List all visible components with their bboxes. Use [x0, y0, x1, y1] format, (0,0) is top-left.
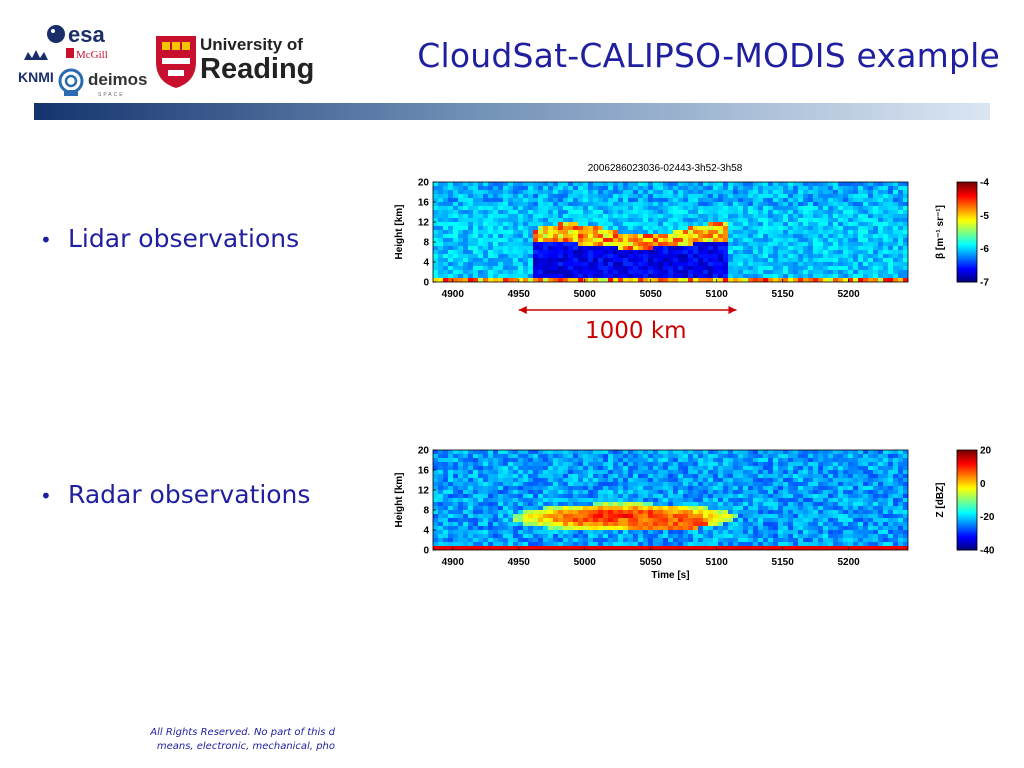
- x-tick-label: 5000: [574, 557, 597, 568]
- y-axis-label: Height [km]: [394, 473, 405, 528]
- x-axis-label: Time [s]: [651, 570, 689, 581]
- mcgill-logo: McGill: [66, 48, 108, 61]
- deimos-logo-text: deimos: [88, 70, 148, 89]
- plot-frame: [432, 181, 909, 283]
- colorbar-tick-label: -7: [980, 278, 989, 289]
- y-tick-label: 4: [423, 526, 429, 537]
- reading-logo-line1: University of: [200, 35, 303, 54]
- x-tick-label: 5050: [640, 557, 663, 568]
- x-tick-label: 5150: [772, 557, 795, 568]
- reading-logo-line2: Reading: [200, 53, 314, 85]
- arrow-right-icon: [728, 306, 737, 314]
- esa-logo-text: esa: [68, 22, 105, 47]
- esa-logo: esa: [47, 22, 105, 47]
- colorbar-tick-label: -5: [980, 211, 989, 222]
- y-tick-label: 8: [423, 238, 429, 249]
- y-tick-label: 12: [418, 486, 430, 497]
- lidar-chart: 20 16 12 8 4 0 4900 4950 5000 5050 5100 5150 5200 Hei…: [394, 178, 989, 314]
- knmi-logo-text: KNMI: [18, 69, 54, 85]
- lidar-plot-title: 2006286023036-02443-3h52-3h58: [587, 163, 743, 174]
- y-tick-label: 20: [418, 446, 430, 457]
- x-tick-label: 5100: [706, 289, 729, 300]
- y-tick-label: 0: [423, 546, 429, 557]
- bullet-lidar: • Lidar observations: [40, 224, 299, 253]
- colorbar-tick-label: -20: [980, 512, 995, 523]
- university-of-reading-logo: University of Reading: [154, 28, 314, 90]
- y-tick-label: 16: [418, 466, 430, 477]
- colorbar-tick-label: -6: [980, 244, 989, 255]
- deimos-logo-subtext: SPACE: [98, 92, 125, 98]
- deimos-logo: deimos SPACE: [88, 70, 148, 98]
- heatmap-cells: [433, 450, 908, 550]
- y-tick-label: 0: [423, 278, 429, 289]
- colorbar-tick-label: -4: [980, 178, 989, 189]
- title-underline-bar: [34, 103, 990, 120]
- x-tick-label: 4900: [442, 557, 465, 568]
- x-tick-label: 5050: [640, 289, 663, 300]
- spiral-logo: [58, 68, 84, 96]
- distance-annotation: 1000 km: [585, 318, 687, 344]
- colorbar: [956, 181, 978, 283]
- colorbar-tick-label: -40: [980, 546, 995, 557]
- bullet-text: Radar observations: [68, 480, 311, 509]
- copyright-footer: All Rights Reserved. No part of this d m…: [100, 726, 335, 754]
- y-tick-label: 12: [418, 218, 430, 229]
- slide-title: CloudSat-CALIPSO-MODIS example: [417, 36, 1000, 75]
- colorbar-label: Z [dBZ]: [935, 483, 946, 518]
- bullet-dot: •: [40, 484, 52, 508]
- bullet-text: Lidar observations: [68, 224, 300, 253]
- colorbar-tick-label: 20: [980, 446, 992, 457]
- x-tick-label: 5200: [838, 557, 861, 568]
- y-axis-label: Height [km]: [394, 205, 405, 260]
- knmi-logo: KNMI: [18, 50, 54, 85]
- x-tick-label: 4950: [508, 289, 531, 300]
- mcgill-logo-text: McGill: [76, 49, 108, 61]
- radar-chart: 20 16 12 8 4 0 4900 4950 5000 5050 5100 5150 5200 Hei…: [394, 446, 995, 582]
- x-tick-label: 4900: [442, 289, 465, 300]
- colorbar: [956, 449, 978, 551]
- y-tick-label: 8: [423, 506, 429, 517]
- x-tick-label: 5100: [706, 557, 729, 568]
- bullet-radar: • Radar observations: [40, 480, 310, 509]
- partner-logos: esa McGill KNMI deimos SPACE: [10, 18, 150, 104]
- bullet-dot: •: [40, 228, 52, 252]
- x-tick-label: 5150: [772, 289, 795, 300]
- footer-line-1: All Rights Reserved. No part of this d: [150, 727, 335, 738]
- colorbar-label: β [m⁻¹ sr⁻¹]: [935, 205, 946, 259]
- heatmap-cells: [433, 182, 908, 282]
- x-tick-label: 5000: [574, 289, 597, 300]
- arrow-left-icon: [518, 306, 527, 314]
- x-tick-label: 5200: [838, 289, 861, 300]
- footer-line-2: means, electronic, mechanical, pho: [156, 741, 335, 752]
- colorbar-tick-label: 0: [980, 479, 986, 490]
- plot-frame: [432, 449, 909, 551]
- x-tick-label: 4950: [508, 557, 531, 568]
- y-tick-label: 4: [423, 258, 429, 269]
- y-tick-label: 16: [418, 198, 430, 209]
- y-tick-label: 20: [418, 178, 430, 189]
